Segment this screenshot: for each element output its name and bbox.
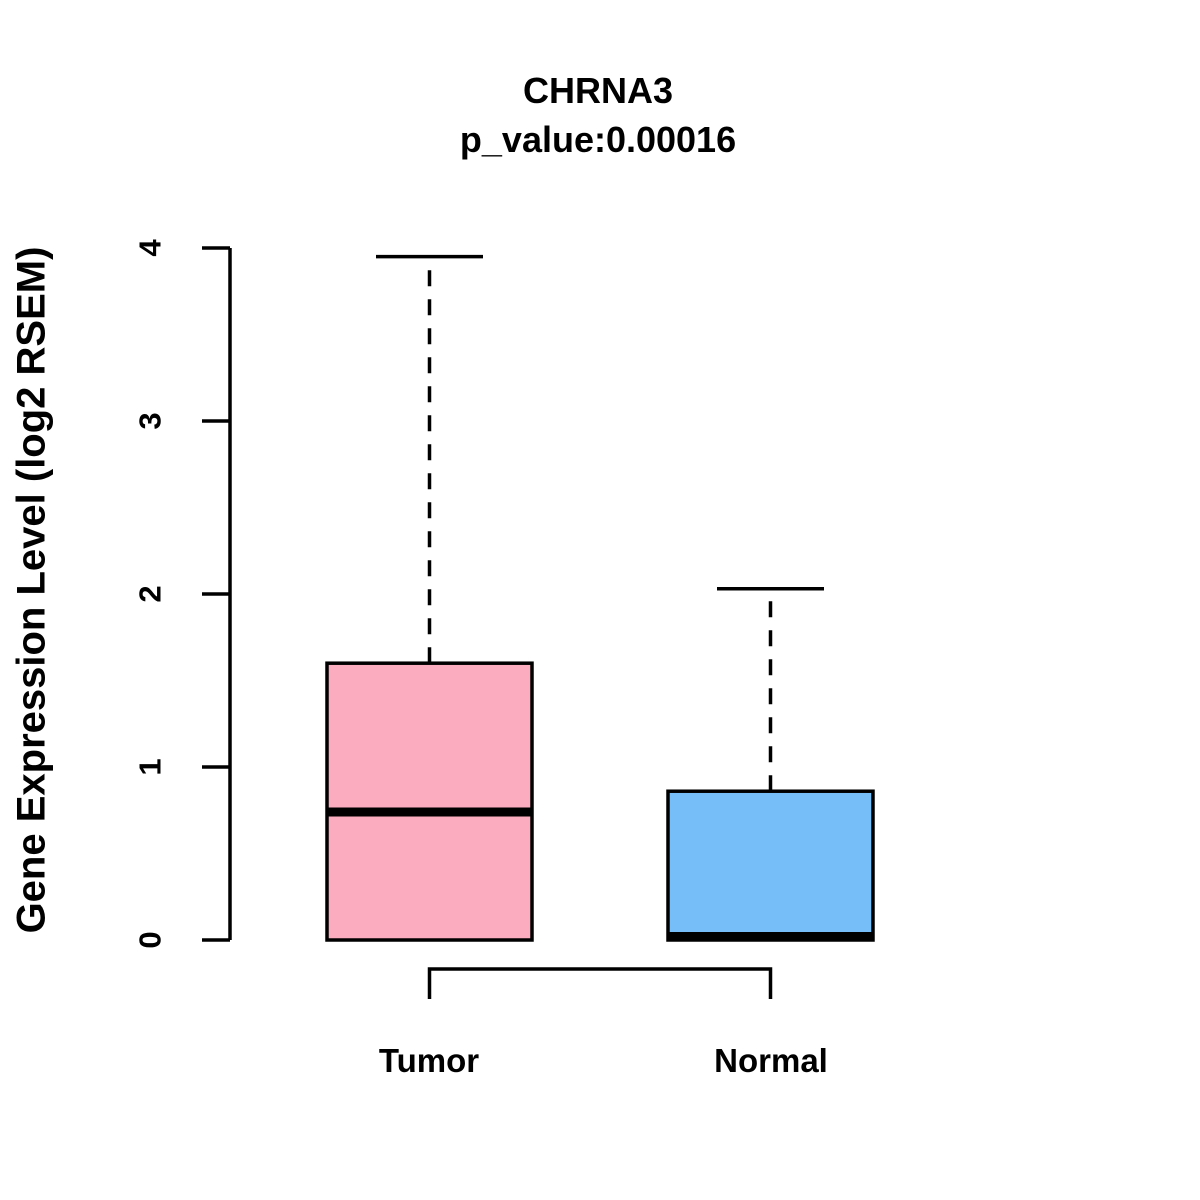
y-axis-tick-label: 0	[133, 931, 168, 948]
chart-subtitle: p_value:0.00016	[459, 119, 737, 160]
y-axis-tick-label: 3	[133, 412, 168, 429]
y-axis-tick-label: 2	[133, 585, 168, 602]
box-normal	[666, 789, 875, 942]
category-label-normal: Normal	[714, 1042, 828, 1079]
chart-title: CHRNA3	[522, 70, 674, 111]
y-axis-tick-label: 1	[133, 758, 168, 775]
comparison-bracket	[427, 967, 773, 999]
y-axis-tick-label: 4	[133, 239, 168, 257]
box-tumor	[325, 661, 534, 942]
category-label-tumor: Tumor	[378, 1042, 480, 1079]
